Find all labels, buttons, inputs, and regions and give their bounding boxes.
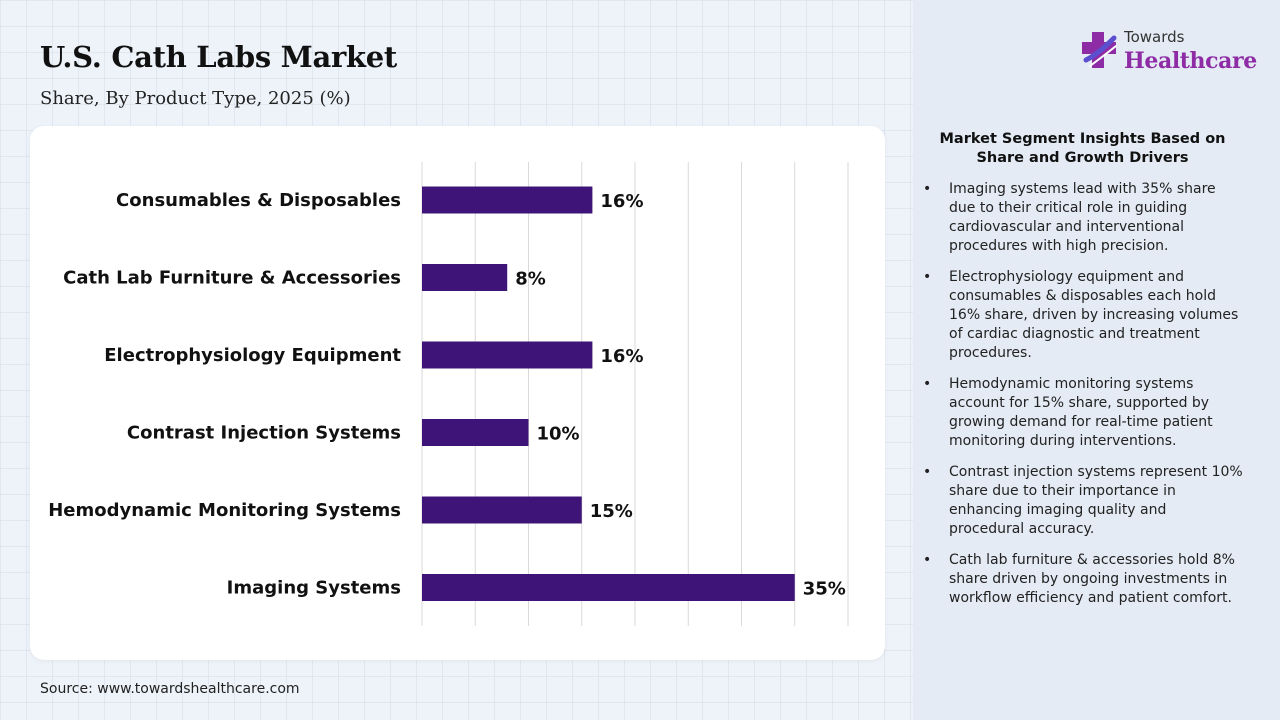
insight-text: Electrophysiology equipment and consumab… <box>949 269 1239 361</box>
category-label: Hemodynamic Monitoring Systems <box>48 500 401 521</box>
data-label: 8% <box>515 269 546 290</box>
bar <box>422 419 529 446</box>
bar <box>422 264 508 291</box>
right-pane <box>913 0 1280 720</box>
insight-item: • Hemodynamic monitoring systems account… <box>923 375 1243 451</box>
insight-item: • Cath lab furniture & accessories hold … <box>923 551 1243 608</box>
bar-chart: Consumables & Disposables 16% Cath Lab Fur… <box>48 162 849 626</box>
bar <box>422 186 593 214</box>
logo-main-text: Healthcare <box>1124 48 1257 74</box>
insight-text: Contrast injection systems represent 10%… <box>949 464 1243 537</box>
category-label: Consumables & Disposables <box>116 190 401 211</box>
insight-text: Imaging systems lead with 35% share due … <box>949 181 1216 254</box>
bar <box>422 574 795 601</box>
data-label: 35% <box>803 579 846 600</box>
insight-text: Hemodynamic monitoring systems account f… <box>949 376 1213 449</box>
source-note: Source: www.towardshealthcare.com <box>40 681 300 697</box>
data-label: 15% <box>590 501 633 522</box>
insights-title: Market Segment Insights Based on Share a… <box>939 131 1226 166</box>
brand-logo[interactable]: Towards Healthcare <box>1080 28 1260 78</box>
logo-top-text: Towards <box>1124 28 1185 46</box>
data-label: 10% <box>537 424 580 445</box>
bullet-icon: • <box>923 181 932 197</box>
insight-item: • Electrophysiology equipment and consum… <box>923 268 1243 363</box>
medical-cross-icon <box>1082 32 1117 68</box>
bullet-icon: • <box>923 376 932 392</box>
page-title: U.S. Cath Labs Market <box>40 40 397 74</box>
insight-text: Cath lab furniture & accessories hold 8%… <box>949 552 1235 606</box>
insight-item: • Imaging systems lead with 35% share du… <box>923 180 1243 256</box>
insights-list: • Imaging systems lead with 35% share du… <box>923 180 1243 620</box>
bar-layer <box>422 186 795 601</box>
bullet-icon: • <box>923 464 932 480</box>
grid-layer <box>421 162 849 626</box>
category-label: Electrophysiology Equipment <box>104 345 401 366</box>
bullet-icon: • <box>923 552 932 568</box>
category-label: Imaging Systems <box>227 578 401 599</box>
bullet-icon: • <box>923 269 932 285</box>
page-subtitle: Share, By Product Type, 2025 (%) <box>40 88 351 109</box>
data-label: 16% <box>600 191 643 212</box>
bar <box>422 341 593 369</box>
category-label: Contrast Injection Systems <box>127 423 401 444</box>
left-pane: U.S. Cath Labs Market Share, By Product … <box>30 40 885 697</box>
insight-item: • Contrast injection systems represent 1… <box>923 463 1243 539</box>
data-label: 16% <box>600 346 643 367</box>
bar <box>422 496 582 524</box>
chart-card: Consumables & Disposables 16% Cath Lab Fur… <box>30 126 885 660</box>
label-layer: Consumables & Disposables 16% Cath Lab Fur… <box>48 190 846 600</box>
category-label: Cath Lab Furniture & Accessories <box>63 268 401 289</box>
